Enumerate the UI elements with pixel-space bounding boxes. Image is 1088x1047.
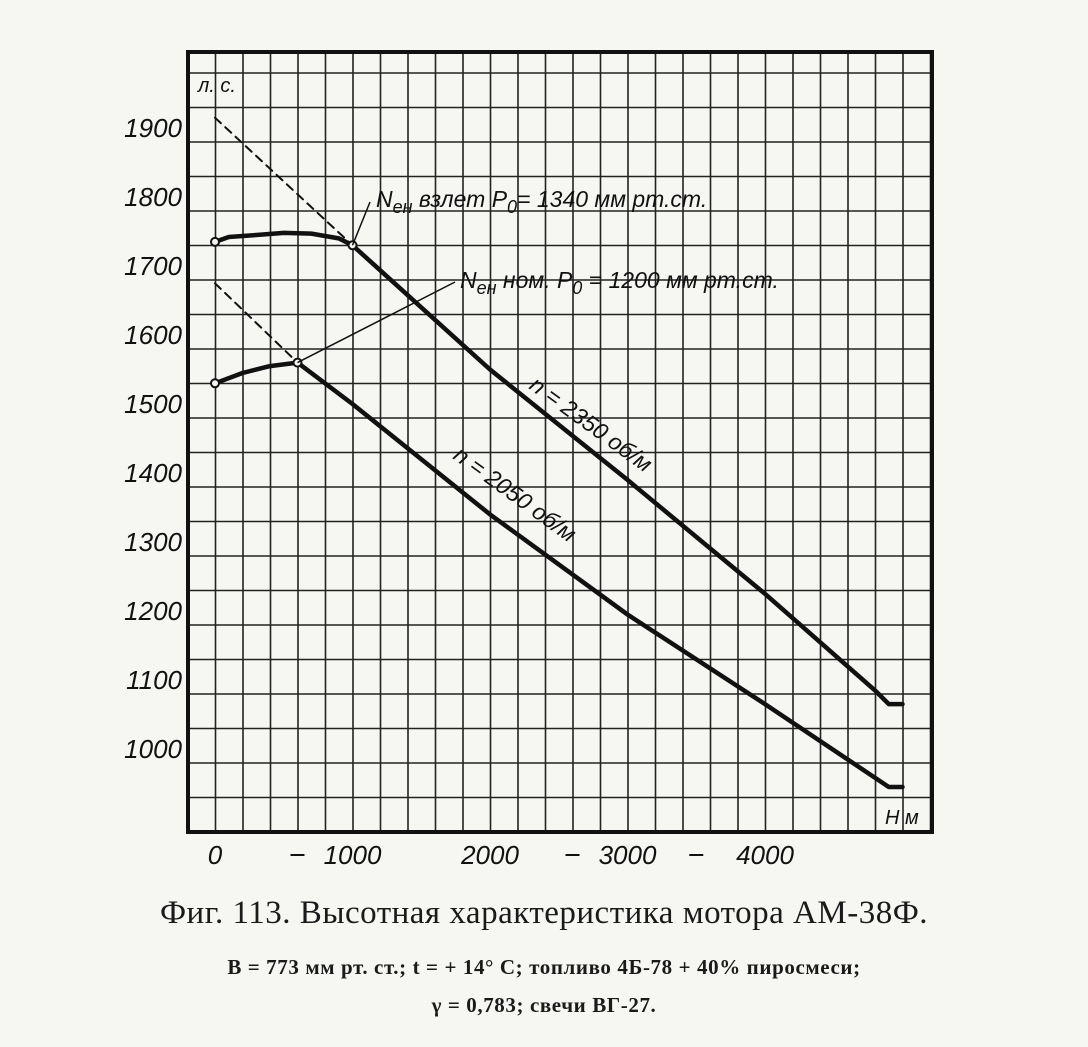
y-tick-label: 1300 — [124, 527, 182, 557]
y-tick-label: 1000 — [124, 734, 182, 764]
annotation-leaders — [297, 201, 456, 364]
extrapolation-dashed-line — [214, 116, 354, 247]
y-tick-label: 1800 — [124, 182, 182, 212]
y-tick-label: 1700 — [124, 251, 182, 281]
x-tick-label: 2000 — [460, 840, 519, 870]
y-tick-labels: 1000 1100 1200 1300 1400 1500 1600 1700 1800 1900 — [124, 113, 182, 764]
x-tick-label: 1000 — [324, 840, 382, 870]
figure-caption-details: γ = 0,783; свечи ВГ-27. — [431, 993, 657, 1017]
series-line — [212, 230, 905, 707]
y-tick-label: 1500 — [124, 389, 182, 419]
y-tick-label: 1100 — [126, 665, 182, 695]
x-tick-label: 3000 — [599, 840, 657, 870]
data-point-marker — [210, 236, 220, 247]
x-tick-label: 4000 — [736, 840, 794, 870]
leader-line-nominal — [297, 281, 456, 364]
leader-line-takeoff — [351, 201, 371, 246]
y-tick-label: 1200 — [124, 596, 182, 626]
series-line — [212, 360, 905, 790]
figure-caption-title: Фиг. 113. Высотная характеристика мотора… — [159, 895, 929, 931]
y-tick-label: 1600 — [124, 320, 182, 350]
extrapolation-dashed-line — [214, 282, 299, 364]
x-tick-label: 0 — [208, 840, 223, 870]
x-axis-unit-label: Н м — [885, 807, 919, 829]
y-tick-label: 1900 — [124, 113, 182, 143]
chart-grid — [187, 52, 932, 833]
annotation-nominal-power: Nен ном. P0 = 1200 мм рт.ст. — [460, 267, 779, 298]
plot-frame — [186, 50, 934, 834]
figure-caption-conditions: B = 773 мм рт. ст.; t = + 14° С; топливо… — [227, 955, 861, 979]
x-tick-labels: 0 1000 2000 3000 4000 — [208, 840, 795, 870]
y-tick-label: 1400 — [124, 458, 182, 488]
annotation-takeoff-power: Nен взлет P0= 1340 мм рт.ст. — [376, 186, 707, 217]
y-axis-unit-label: л. с. — [197, 75, 236, 97]
data-point-marker — [210, 378, 220, 389]
altitude-characteristic-chart: 1000 1100 1200 1300 1400 1500 1600 1700 1800 1900… — [124, 50, 934, 870]
